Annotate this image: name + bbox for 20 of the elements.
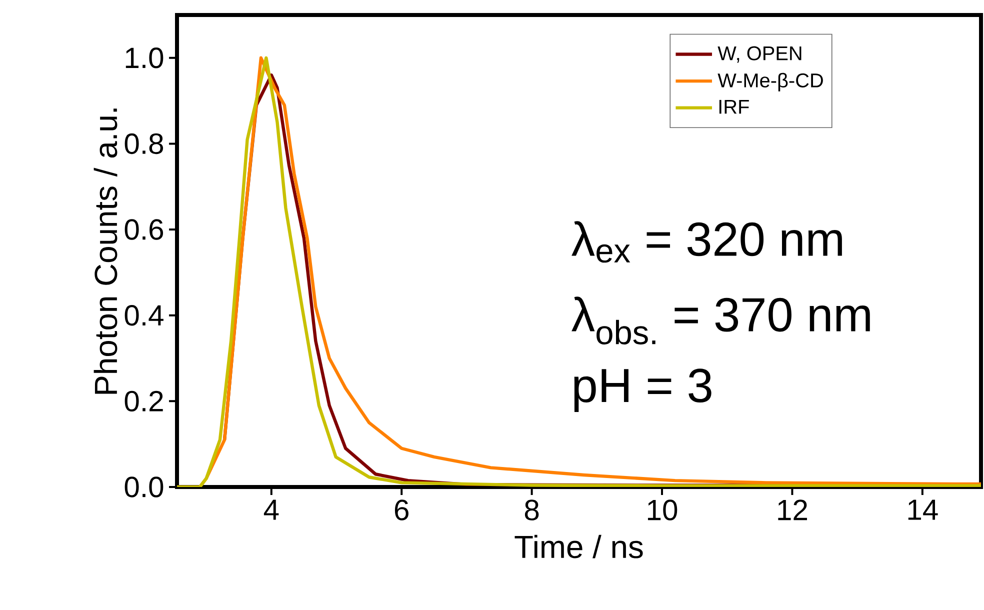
annotation: pH = 3 [574,368,712,412]
x-tick-label: 10 [648,500,678,520]
annotation: λ$_{ex}$ = 320 nm [572,221,842,263]
y-tick-label: 0.8 [124,133,164,154]
y-tick-label: 1.0 [126,48,164,68]
x-tick-label: 6 [394,500,408,520]
y-axis-title: Photon Counts / a.u. [94,108,118,394]
y-tick-label: 0.0 [124,476,164,498]
x-tick-label: 8 [524,500,539,520]
y-tick-label: 0.6 [124,219,164,240]
y-tick-label: 0.4 [124,305,164,326]
y-tick-label: 0.2 [124,390,163,412]
legend-label: W, OPEN [718,46,802,63]
x-tick-label: 12 [778,500,807,520]
x-tick-label: 4 [264,500,279,520]
x-axis-title: Time / ns [514,534,643,558]
legend-label: IRF [719,100,749,114]
legend-label: W-Me-β-CD [718,72,823,92]
annotation: λ$_{obs.}$ = 370 nm [572,296,870,344]
x-tick-label: 14 [908,500,938,520]
